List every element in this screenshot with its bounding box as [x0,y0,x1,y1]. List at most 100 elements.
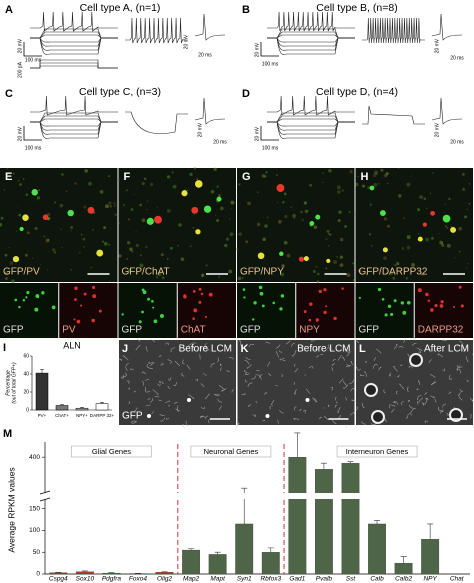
texture [345,397,348,401]
texture [151,411,155,415]
texture [84,169,88,173]
scale-label: 100 ms [262,61,279,67]
texture [446,412,449,416]
texture [133,193,135,195]
cell [377,287,382,292]
merge-label: GFP/NPY [240,267,284,278]
texture [327,404,330,408]
texture [135,230,137,232]
texture [200,406,205,410]
texture [125,366,128,371]
texture [345,424,348,428]
texture [108,175,111,178]
texture [449,374,453,380]
texture [228,356,234,360]
texture [244,379,248,383]
texture [300,345,305,349]
texture [278,410,284,414]
texture [437,406,444,412]
texture [221,387,227,392]
cell [440,300,444,304]
texture [445,226,447,228]
texture [472,399,474,402]
texture [275,344,281,349]
error-bar [80,407,84,409]
texture [357,269,362,273]
texture [126,241,131,245]
texture [316,280,320,284]
texture [217,357,220,363]
texture [241,276,244,279]
cell [74,298,77,301]
texture [69,225,74,229]
trace [30,121,118,135]
texture [108,243,111,246]
cell [14,298,18,302]
scale-label: 20 mV [254,42,260,57]
texture [275,174,278,177]
texture [411,342,417,346]
texture [205,346,210,351]
cell [265,414,270,418]
texture [145,208,148,211]
texture [120,376,124,379]
texture [6,167,9,170]
cell [280,294,285,298]
texture [393,366,398,372]
cell [41,291,45,295]
texture [144,386,147,392]
panel-letter: J [122,343,128,355]
cell [22,298,26,302]
texture [290,206,293,208]
cell [121,313,124,316]
texture [281,264,285,268]
cell [333,316,337,321]
texture [180,257,185,262]
texture [17,179,20,182]
texture [109,280,111,282]
texture [37,199,39,201]
texture [118,358,122,361]
texture [139,203,143,207]
texture [215,214,217,216]
texture [189,245,192,248]
texture [145,404,151,406]
y-tick-label: 60 [23,353,29,359]
trace [30,11,118,32]
panel-letter: L [359,343,366,355]
x-tick-label: NPY+ [76,413,88,418]
bar [95,403,109,411]
texture [337,190,341,194]
texture [224,243,228,248]
red-label: ChAT [181,325,206,336]
cell [279,307,283,311]
trace [30,118,118,123]
texture [158,380,162,384]
texture [43,235,46,238]
y-tick-label: 400 [29,454,40,461]
texture [237,276,242,281]
texture [432,172,434,174]
error-bar [294,432,301,458]
cell [42,214,49,221]
x-tick-label: Foxo4 [129,576,147,583]
texture [325,238,328,241]
cell [31,189,38,196]
marker-label: GFP [122,411,143,422]
merge-image [0,168,118,282]
texture [276,351,280,358]
cell [183,294,187,299]
texture [247,201,251,206]
texture [344,349,349,354]
texture [144,378,150,381]
texture [146,363,154,370]
texture [244,369,248,373]
texture [220,367,222,371]
texture [245,372,250,376]
texture [256,370,260,372]
texture [263,392,267,395]
texture [416,266,418,268]
scale-bar [260,126,279,141]
panel-letter: D [242,88,250,100]
texture [402,247,404,249]
